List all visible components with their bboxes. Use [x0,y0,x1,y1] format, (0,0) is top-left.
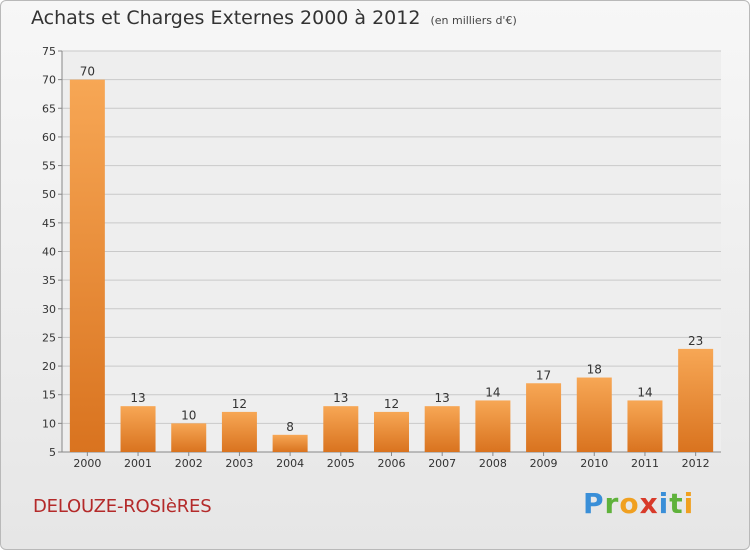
y-tick-label: 25 [42,331,56,344]
y-tick-label: 5 [49,446,56,459]
x-tick-label: 2005 [327,457,355,470]
bar-value-label: 17 [536,368,551,382]
proxiti-logo: Proxiti [583,487,694,520]
y-tick-label: 20 [42,360,56,373]
x-tick-label: 2002 [175,457,203,470]
logo-letter: t [669,487,684,520]
bar [475,400,511,452]
y-tick-label: 55 [42,160,56,173]
logo-letter: i [683,487,695,520]
x-tick-label: 2006 [378,457,406,470]
x-tick-label: 2003 [225,457,253,470]
bar-value-label: 13 [435,391,450,405]
bar-value-label: 13 [130,391,145,405]
chart-title-text: Achats et Charges Externes 2000 à 2012 [31,7,421,29]
logo-letter: o [619,487,640,520]
bar [678,348,714,452]
logo-letter: i [658,487,670,520]
bar [323,406,359,452]
x-tick-label: 2010 [580,457,608,470]
y-tick-label: 30 [42,303,56,316]
y-tick-label: 40 [42,246,56,259]
y-tick-label: 60 [42,131,56,144]
logo-letter: x [639,487,659,520]
bar-value-label: 10 [181,408,196,422]
x-tick-label: 2001 [124,457,152,470]
bar-value-label: 13 [333,391,348,405]
y-tick-label: 70 [42,74,56,87]
bar [627,400,663,452]
chart-title: Achats et Charges Externes 2000 à 2012 (e… [31,7,517,29]
bar-value-label: 70 [80,65,95,79]
bar [120,406,156,452]
bar-value-label: 23 [688,334,703,348]
chart-subtitle: (en milliers d'€) [430,14,517,27]
bar [424,406,460,452]
bar [69,79,105,453]
bar-value-label: 14 [485,385,500,399]
y-tick-label: 45 [42,217,56,230]
y-tick-label: 35 [42,274,56,287]
bar [526,383,562,452]
y-tick-label: 65 [42,102,56,115]
y-tick-label: 50 [42,188,56,201]
x-tick-label: 2009 [530,457,558,470]
bar [171,423,207,452]
x-tick-label: 2007 [428,457,456,470]
y-tick-label: 75 [42,45,56,58]
commune-name: DELOUZE-ROSIèRES [33,496,212,517]
x-tick-label: 2008 [479,457,507,470]
logo-letter: r [604,487,620,520]
logo-letter: P [583,487,605,520]
bar-value-label: 18 [587,363,602,377]
x-tick-label: 2012 [682,457,710,470]
bar [272,434,308,452]
bar [374,411,409,452]
x-tick-label: 2000 [73,457,101,470]
bar-value-label: 12 [384,397,399,411]
y-tick-label: 15 [42,389,56,402]
bar-value-label: 12 [232,397,247,411]
bar [221,411,257,452]
x-tick-label: 2011 [631,457,659,470]
bar [576,377,612,452]
bar-value-label: 14 [637,385,652,399]
x-tick-label: 2004 [276,457,304,470]
bar-value-label: 8 [286,420,294,434]
y-tick-label: 10 [42,417,56,430]
